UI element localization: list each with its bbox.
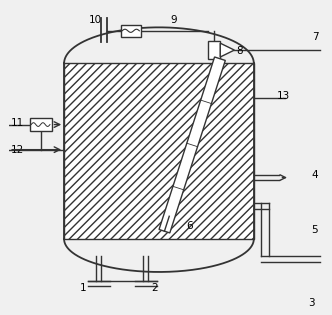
Bar: [208, 42, 220, 59]
Text: 2: 2: [152, 283, 158, 293]
Text: 11: 11: [10, 118, 24, 128]
Bar: [30, 118, 51, 131]
Bar: [121, 25, 141, 37]
Text: 13: 13: [277, 91, 290, 101]
Text: 9: 9: [171, 14, 177, 25]
Polygon shape: [159, 57, 225, 233]
Text: 3: 3: [308, 298, 315, 308]
Text: 5: 5: [312, 225, 318, 235]
Text: 7: 7: [312, 32, 318, 42]
Text: 12: 12: [10, 145, 24, 155]
Text: 8: 8: [236, 46, 243, 56]
Bar: [64, 63, 254, 239]
Text: 6: 6: [186, 221, 193, 232]
Polygon shape: [220, 43, 234, 57]
Text: 10: 10: [89, 14, 102, 25]
Text: 1: 1: [80, 283, 86, 293]
Text: 4: 4: [312, 170, 318, 180]
